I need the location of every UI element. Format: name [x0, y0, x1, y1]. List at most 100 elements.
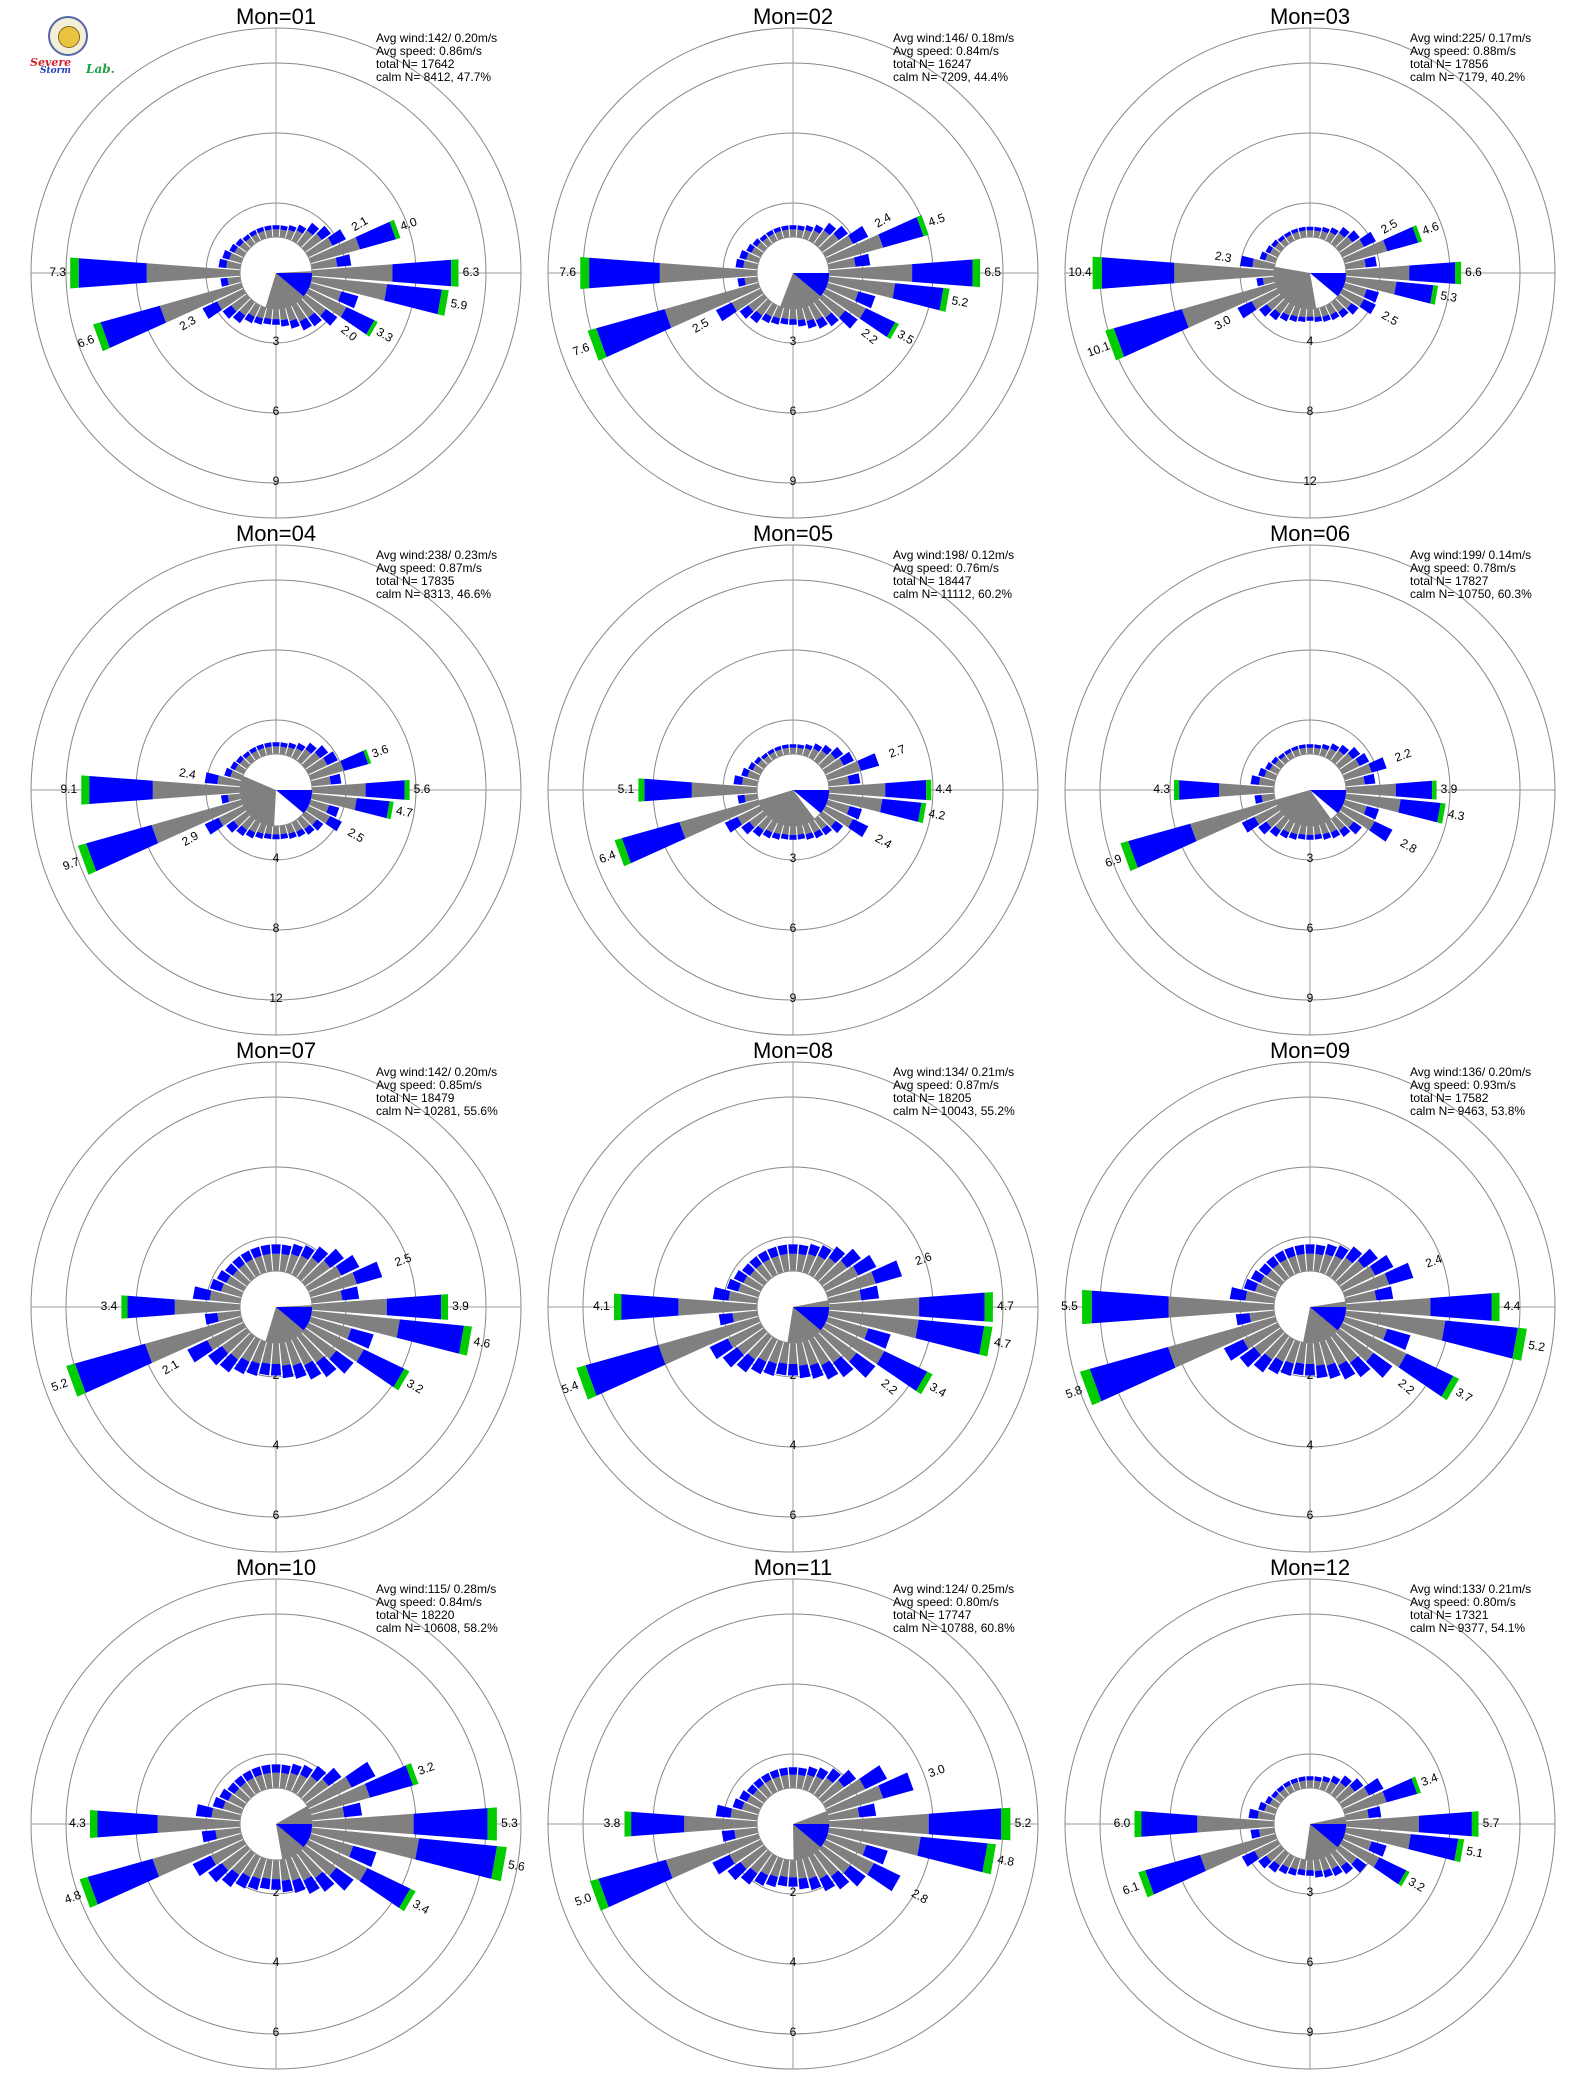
- petal-mid-speed: [777, 1244, 788, 1256]
- petal-high-speed: [1411, 1776, 1421, 1794]
- petal-mid-speed: [833, 1356, 854, 1378]
- petal-mid-speed: [1349, 1778, 1364, 1792]
- petal-mid-speed: [340, 750, 369, 771]
- petal-mid-speed: [805, 225, 814, 232]
- rose-stat-line: total N= 17827: [1410, 574, 1489, 588]
- petal-low-speed: [1274, 1849, 1289, 1866]
- petal-mid-speed: [204, 772, 219, 785]
- petal-mid-speed: [1258, 767, 1267, 778]
- petal-high-speed: [459, 1325, 472, 1356]
- mean-wind-sector: [240, 775, 276, 826]
- petal-high-speed: [487, 1807, 497, 1841]
- petal-mid-speed: [1350, 1356, 1371, 1378]
- petal-low-speed: [770, 1856, 784, 1878]
- petal-low-speed: [1339, 239, 1365, 258]
- petal-value-label: 7.6: [571, 340, 592, 359]
- petal-high-speed: [70, 257, 79, 289]
- petal-low-speed: [1342, 1273, 1390, 1298]
- rose-stat-line: Avg wind:238/ 0.23m/s: [376, 548, 497, 562]
- petal-low-speed: [808, 1853, 828, 1879]
- petal-mid-speed: [86, 825, 159, 872]
- petal-mid-speed: [1322, 314, 1331, 322]
- petal-high-speed: [984, 1292, 993, 1322]
- petal-low-speed: [1306, 1780, 1314, 1789]
- petal-value-label: 2.3: [1214, 249, 1233, 266]
- petal-low-speed: [814, 1257, 836, 1282]
- petal-mid-speed: [1179, 780, 1220, 800]
- rose-title: Mon=11: [754, 1555, 832, 1580]
- ring-label: 4: [273, 1955, 280, 1969]
- petal-value-label: 4.7: [395, 803, 414, 820]
- petal-low-speed: [1345, 1815, 1419, 1833]
- petal-value-label: 3.8: [604, 1816, 621, 1830]
- petal-low-speed: [1299, 307, 1307, 318]
- petal-low-speed: [729, 1839, 764, 1864]
- petal-value-label: 4.7: [993, 1335, 1012, 1352]
- petal-high-speed: [614, 838, 631, 867]
- petal-low-speed: [291, 1853, 312, 1881]
- petal-value-label: 2.5: [1378, 216, 1400, 237]
- petal-value-label: 9.7: [61, 854, 82, 873]
- petal-high-speed: [366, 320, 378, 337]
- petal-low-speed: [1306, 230, 1314, 238]
- petal-mid-speed: [722, 1347, 744, 1368]
- petal-mid-speed: [1368, 1841, 1387, 1857]
- petal-low-speed: [814, 1332, 841, 1363]
- petal-mid-speed: [813, 743, 823, 752]
- petal-mid-speed: [1334, 1245, 1349, 1260]
- petal-low-speed: [734, 1827, 759, 1839]
- petal-mid-speed: [892, 283, 944, 311]
- ring-label: 3: [273, 334, 280, 348]
- petal-mid-speed: [1314, 1870, 1324, 1878]
- petal-mid-speed: [1269, 309, 1281, 321]
- petal-low-speed: [1200, 1833, 1278, 1871]
- petal-mid-speed: [328, 229, 346, 246]
- petal-mid-speed: [1314, 316, 1323, 323]
- petal-mid-speed: [1339, 825, 1351, 837]
- petal-mid-speed: [1277, 235, 1286, 243]
- petal-high-speed: [926, 779, 932, 801]
- petal-mid-speed: [224, 767, 233, 778]
- petal-low-speed: [741, 777, 759, 787]
- petal-value-label: 2.4: [1423, 1252, 1444, 1271]
- petal-low-speed: [1331, 1849, 1347, 1867]
- petal-low-speed: [301, 294, 327, 317]
- petal-mid-speed: [739, 305, 754, 319]
- petal-mid-speed: [857, 1803, 877, 1818]
- petal-mid-speed: [771, 832, 781, 840]
- petal-value-label: 2.5: [690, 315, 712, 336]
- rose-stat-line: Avg speed: 0.80m/s: [893, 1595, 999, 1609]
- petal-value-label: 4.8: [996, 1852, 1015, 1869]
- petal-value-label: 6.6: [76, 332, 97, 351]
- petal-mid-speed: [1258, 1801, 1267, 1812]
- petal-mid-speed: [1293, 1362, 1305, 1376]
- rose-stat-line: total N= 17856: [1410, 57, 1489, 71]
- petal-mid-speed: [752, 238, 761, 247]
- petal-mid-speed: [859, 1285, 880, 1301]
- ring-label: 6: [790, 404, 797, 418]
- petal-low-speed: [750, 1849, 772, 1874]
- petal-low-speed: [749, 811, 768, 828]
- petal-low-speed: [311, 264, 393, 282]
- petal-low-speed: [1319, 305, 1329, 317]
- petal-mid-speed: [773, 226, 782, 234]
- petal-low-speed: [814, 1777, 833, 1799]
- petal-mid-speed: [598, 1859, 673, 1908]
- ring-label: 12: [269, 991, 283, 1005]
- petal-low-speed: [822, 235, 854, 258]
- petal-mid-speed: [1314, 1776, 1322, 1782]
- petal-low-speed: [782, 229, 790, 239]
- petal-low-speed: [728, 1291, 759, 1304]
- petal-low-speed: [796, 747, 804, 756]
- petal-mid-speed: [709, 1338, 733, 1360]
- petal-low-speed: [1344, 776, 1365, 787]
- petal-low-speed: [1344, 1310, 1446, 1341]
- petal-mid-speed: [1271, 756, 1279, 765]
- petal-value-label: 5.0: [573, 1890, 594, 1909]
- petal-mid-speed: [843, 1865, 866, 1887]
- petal-mid-speed: [917, 1836, 988, 1873]
- petal-value-label: 4.3: [1153, 782, 1170, 796]
